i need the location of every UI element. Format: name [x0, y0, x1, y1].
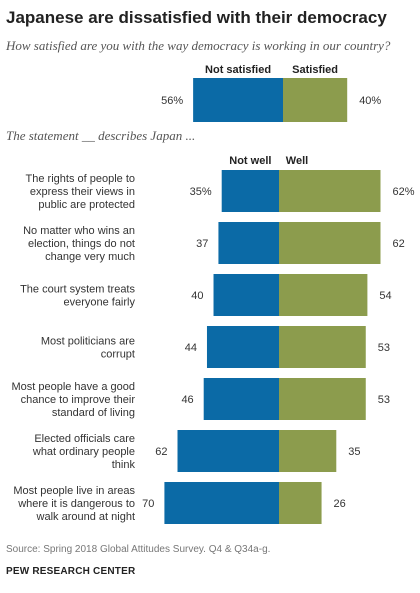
bar-not-well — [218, 222, 279, 264]
data-label-not-well: 37 — [196, 238, 208, 250]
data-label-not-well: 40 — [191, 290, 203, 302]
bar-well — [279, 482, 322, 524]
data-label-not-well: 44 — [185, 342, 197, 354]
data-label-not-well: 46 — [181, 394, 193, 406]
category-label: Most politicians are corrupt — [41, 335, 135, 360]
bar-satisfied — [283, 78, 348, 122]
bar-well — [279, 430, 337, 472]
legend-label-well: Well — [286, 155, 308, 167]
source-note: Source: Spring 2018 Global Attitudes Sur… — [6, 544, 271, 555]
data-label-not-well: 70 — [142, 498, 154, 510]
bar-not-well — [213, 274, 279, 316]
category-label: Most people live in areas where it is dan… — [13, 485, 135, 523]
bar-not-well — [206, 326, 279, 368]
data-label-well: 53 — [378, 342, 390, 354]
bar-well — [279, 170, 381, 212]
bar-well — [279, 326, 366, 368]
category-label: Elected officials care what ordinary peop… — [32, 433, 136, 471]
legend-label-not-satisfied: Not satisfied — [205, 64, 271, 76]
data-label-well: 53 — [378, 394, 390, 406]
data-label-well: 54 — [379, 290, 391, 302]
data-label-not-satisfied: 56% — [161, 95, 183, 107]
category-label: The rights of people to express their vie… — [26, 173, 135, 211]
legend-label-satisfied: Satisfied — [292, 64, 338, 76]
category-label: The court system treats everyone fairly — [20, 283, 135, 308]
bar-not-satisfied — [193, 78, 283, 122]
data-label-well: 62 — [392, 238, 404, 250]
category-label: Most people have a good chance to improve… — [11, 381, 135, 419]
credit-line: PEW RESEARCH CENTER — [6, 566, 136, 577]
chart-subtitle: How satisfied are you with the way democ… — [6, 38, 391, 53]
bar-not-well — [203, 378, 279, 420]
data-label-satisfied: 40% — [359, 95, 381, 107]
statement-prompt: The statement __ describes Japan ... — [6, 128, 196, 143]
chart-title: Japanese are dissatisfied with their dem… — [6, 8, 387, 27]
bar-well — [279, 378, 366, 420]
data-label-well: 26 — [334, 498, 346, 510]
data-label-not-well: 62 — [155, 446, 167, 458]
data-label-not-well: 35% — [190, 186, 212, 198]
bar-not-well — [164, 482, 279, 524]
data-label-well: 35 — [348, 446, 360, 458]
data-label-well: 62% — [392, 186, 414, 198]
category-label: No matter who wins an election, things do… — [23, 225, 135, 263]
legend-label-not-well: Not well — [229, 155, 271, 167]
bar-not-well — [177, 430, 279, 472]
bar-not-well — [221, 170, 279, 212]
bar-well — [279, 274, 368, 316]
bar-well — [279, 222, 381, 264]
